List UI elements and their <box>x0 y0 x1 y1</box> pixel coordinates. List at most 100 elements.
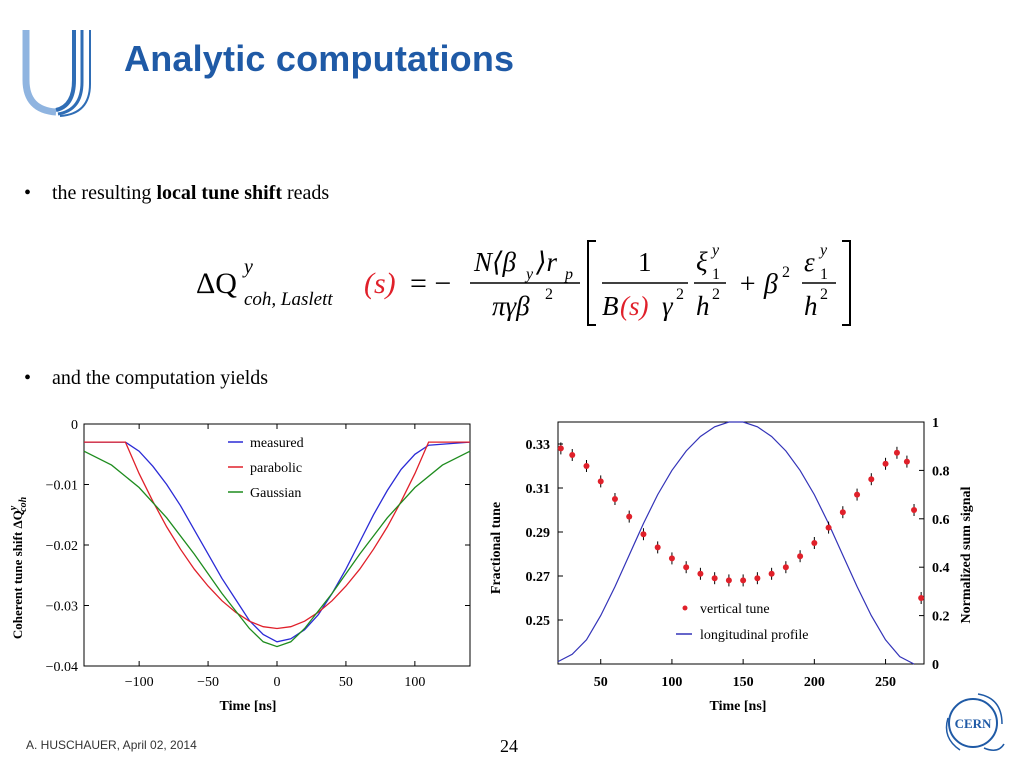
chart1-legend-label: parabolic <box>250 461 302 476</box>
chart2-tune-point <box>711 575 718 582</box>
chart1-y-tick-label: −0.03 <box>46 600 78 615</box>
chart1-y-tick-label: 0 <box>71 418 78 433</box>
chart1-x-tick-label: 0 <box>274 675 281 690</box>
institute-logo <box>22 30 91 117</box>
formula-xi: ξ <box>696 247 708 277</box>
chart2-tune-point <box>626 513 633 520</box>
chart2-tune-point <box>839 509 846 516</box>
chart2-y-tick-label: 0.29 <box>526 526 551 541</box>
formula-frac1-num: 1 <box>638 247 652 277</box>
chart1-y-tick-label: −0.04 <box>46 660 78 675</box>
chart1-series-line <box>83 450 471 648</box>
chart1-y-axis-label: Coherent tune shift ΔQ <box>10 510 25 639</box>
formula-eps-sub: 1 <box>820 266 828 283</box>
chart2-tune-point <box>754 575 761 582</box>
chart2-x-tick-label: 50 <box>594 675 608 690</box>
chart2-tune-point <box>893 449 900 456</box>
chart2-tune-point <box>611 496 618 502</box>
bullet-dot: • <box>24 182 32 204</box>
tune-shift-plot-area: −100 −50 0 50 100 0 −0.01 −0.02 −0.03 −0.04 measur… <box>46 418 471 690</box>
chart2-tune-point <box>782 564 789 571</box>
chart2-tune-point <box>668 555 675 562</box>
formula-eps-sup: y <box>818 242 828 259</box>
chart2-legend-label-tune: vertical tune <box>700 602 770 617</box>
page-number: 24 <box>500 736 518 756</box>
formula-h2-sup: 2 <box>820 286 828 303</box>
chart2-x-tick-label: 150 <box>733 675 754 690</box>
svg-text:Coherent tune shift ΔQycoh: Coherent tune shift ΔQycoh <box>8 496 29 639</box>
formula-lhs-arg: (s) <box>364 267 396 300</box>
chart2-tune-point <box>740 577 747 584</box>
bullet-text: and the computation yields <box>52 367 269 389</box>
formula-frac1-den-b: B <box>602 291 619 321</box>
formula-plus-beta: + β <box>738 269 778 300</box>
chart2-y-tick-label: 0.27 <box>526 570 551 585</box>
formula-equals: = − <box>410 267 451 300</box>
chart1-y-tick-label: −0.01 <box>46 479 78 494</box>
chart1-x-tick-label: −100 <box>125 675 154 690</box>
chart2-legend-swatch-tune <box>682 605 688 611</box>
chart2-tune-point <box>683 564 690 571</box>
bullet-local-tune-shift: • the resulting local tune shift reads <box>24 182 329 205</box>
bullet-dot: • <box>24 367 32 389</box>
chart2-tune-point <box>825 524 832 531</box>
chart2-y2-tick-label: 0.2 <box>932 610 950 625</box>
formula-plus-sup: 2 <box>782 264 790 281</box>
chart2-tune-point <box>697 570 704 577</box>
chart1-series-line <box>84 441 471 643</box>
formula-eps: ε <box>804 247 815 277</box>
chart2-x-axis-label: Time [ns] <box>710 699 767 714</box>
formula-frac1-den-sup: 2 <box>676 286 684 303</box>
chart2-tune-point <box>918 595 925 601</box>
footer-author-date: A. HUSCHAUER, April 02, 2014 <box>26 738 197 752</box>
chart2-tune-point <box>854 491 861 498</box>
chart2-legend-label-profile: longitudinal profile <box>700 628 808 643</box>
chart2-tune-point <box>868 476 875 483</box>
chart2-y-tick-label: 0.31 <box>526 482 551 497</box>
chart1-x-tick-label: 100 <box>404 675 425 690</box>
formula-num-rest: ⟩r <box>535 247 558 277</box>
chart1-x-axis-label: Time [ns] <box>220 699 277 714</box>
tune-shift-formula: ΔQ y coh, Laslett (s) = − N⟨β y ⟩r p πγβ… <box>196 240 851 326</box>
chart2-tune-point <box>640 531 647 538</box>
chart1-legend-label: Gaussian <box>250 486 301 501</box>
formula-num-sub-p: p <box>564 266 573 283</box>
chart1-x-tick-label: 50 <box>339 675 353 690</box>
formula-xi-sup: y <box>710 242 720 259</box>
fractional-tune-chart: 50 100 150 200 250 0.25 0.27 0.29 0.31 0.33 0 0.2 0.… <box>489 416 974 714</box>
chart2-tune-point <box>811 540 818 546</box>
slide-title: Analytic computations <box>124 38 515 79</box>
formula-num-sub-y: y <box>524 266 534 283</box>
chart2-tune-point <box>557 445 564 452</box>
bullet-text-post: reads <box>282 182 330 204</box>
chart2-tune-point <box>569 452 576 458</box>
tune-shift-chart: −100 −50 0 50 100 0 −0.01 −0.02 −0.03 −0.04 measur… <box>8 418 471 714</box>
chart2-y2-tick-label: 0.6 <box>932 513 950 528</box>
chart1-legend-label: measured <box>250 436 304 451</box>
formula-den-main: πγβ <box>492 291 530 321</box>
chart1-y-tick-label: −0.02 <box>46 539 78 554</box>
chart2-tune-point <box>882 460 889 467</box>
formula-delta-q: ΔQ <box>196 267 237 300</box>
chart2-y2-tick-label: 0.8 <box>932 464 950 479</box>
chart2-x-tick-label: 250 <box>875 675 896 690</box>
formula-h2: h <box>804 291 818 321</box>
formula-num-main: N⟨β <box>473 247 517 277</box>
formula-left-bracket <box>587 240 596 326</box>
formula-frac1-den-s: (s) <box>620 291 649 321</box>
chart2-x-tick-label: 100 <box>661 675 682 690</box>
chart1-y-axis-label-sup: y <box>8 505 19 511</box>
chart2-tune-point <box>654 544 661 551</box>
chart2-tune-point <box>597 478 604 485</box>
bullet-computation-yields: • and the computation yields <box>24 367 268 390</box>
formula-den-sup: 2 <box>545 286 553 303</box>
bullet-text-bold: local tune shift <box>156 182 282 204</box>
formula-right-bracket <box>842 240 851 326</box>
chart2-tune-point <box>797 553 804 560</box>
fractional-tune-plot-area: 50 100 150 200 250 0.25 0.27 0.29 0.31 0.33 0 0.2 0.… <box>526 416 950 690</box>
cern-logo-text: CERN <box>955 716 992 731</box>
chart2-y2-tick-label: 0 <box>932 658 939 673</box>
chart2-y2-tick-label: 0.4 <box>932 561 950 576</box>
chart2-tune-point <box>911 507 918 513</box>
formula-xi-sub: 1 <box>712 266 720 283</box>
